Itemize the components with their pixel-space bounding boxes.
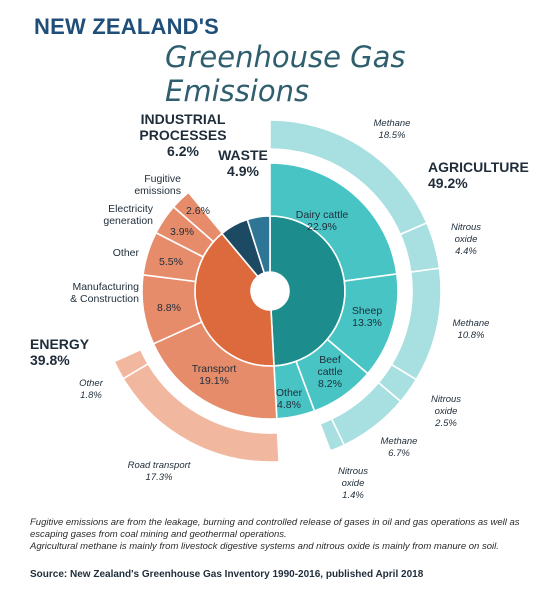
industrial-heading: INDUSTRIAL PROCESSES 6.2% [139, 111, 226, 159]
nitrous-4-label: Nitrous oxide 4.4% [451, 222, 481, 257]
agriculture-heading: AGRICULTURE 49.2% [428, 159, 529, 191]
footnote-agricultural: Agricultural methane is mainly from live… [30, 541, 499, 552]
footnote-fugitive: Fugitive emissions are from the leakage,… [30, 517, 520, 540]
page-title-line2: Greenhouse Gas Emissions [165, 40, 406, 108]
manufacturing-value-label: 8.8% [157, 302, 181, 314]
energy-other-value-label: 5.5% [159, 256, 183, 268]
footnotes: Fugitive emissions are from the leakage,… [30, 517, 540, 553]
dairy-label: Dairy cattle 22.9% [296, 209, 349, 233]
methane-10-label: Methane 10.8% [453, 318, 490, 341]
fugitive-value-label: 2.6% [186, 205, 210, 217]
waste-heading: WASTE 4.9% [218, 147, 268, 179]
gas-segment-6 [319, 417, 346, 453]
page-title-line1: NEW ZEALAND'S [34, 14, 220, 39]
nitrous-1-label: Nitrous oxide 1.4% [338, 466, 368, 501]
energy-other-name-label: Other [113, 247, 140, 259]
sheep-label: Sheep 13.3% [352, 305, 383, 329]
transport-label: Transport 19.1% [192, 363, 237, 387]
source-note: Source: New Zealand's Greenhouse Gas Inv… [30, 569, 424, 580]
manufacturing-name-label: Manufacturing & Construction [70, 281, 139, 305]
fugitive-name-label: Fugitive emissions [134, 173, 181, 197]
waste-segment [246, 215, 271, 274]
transport-breakdown-segment-2 [113, 348, 150, 380]
road-transport-label: Road transport 17.3% [128, 460, 191, 483]
transport-other-label: Other 1.8% [79, 378, 104, 401]
nitrous-2-label: Nitrous oxide 2.5% [431, 394, 461, 429]
gas-segment-3 [390, 267, 442, 381]
fugitive-segment [172, 191, 224, 243]
electricity-value-label: 3.9% [170, 226, 194, 238]
methane-6-label: Methane 6.7% [381, 436, 418, 459]
electricity-name-label: Electricity generation [103, 203, 153, 227]
agri-other-label: Other 4.8% [276, 387, 303, 411]
energy-heading: ENERGY 39.8% [30, 336, 90, 368]
beef-label: Beef cattle 8.2% [317, 354, 342, 390]
dairy-segment [269, 162, 398, 282]
methane-18-label: Methane 18.5% [374, 118, 411, 141]
